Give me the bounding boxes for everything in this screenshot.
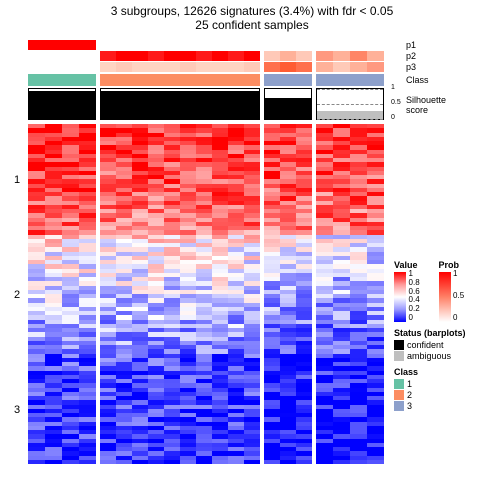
legend-area: Value 10.80.60.40.20 Prob 10.50 Status (… — [394, 260, 473, 417]
silhouette-label: Silhouette score — [406, 95, 446, 115]
value-legend: Value 10.80.60.40.20 — [394, 260, 429, 322]
row-group-label: 2 — [14, 289, 20, 301]
subtitle: 25 confident samples — [0, 18, 504, 32]
annot-label-class: Class — [406, 75, 429, 85]
class-legend: Class 123 — [394, 367, 473, 411]
row-group-label: 3 — [14, 404, 20, 416]
p3-row — [28, 62, 388, 72]
annot-label-p2: p2 — [406, 51, 416, 61]
annot-label-p3: p3 — [406, 62, 416, 72]
annot-label-p1: p1 — [406, 40, 416, 50]
class-annotation-row — [28, 74, 388, 86]
status-legend-title: Status (barplots) — [394, 328, 473, 338]
silhouette-row — [28, 88, 388, 120]
heatmap — [28, 124, 388, 464]
prob-legend: Prob 10.50 — [439, 260, 474, 322]
plot-area: p1 p2 p3 Class Silhouette score 10.50123 — [28, 40, 388, 464]
main-title: 3 subgroups, 12626 signatures (3.4%) wit… — [0, 0, 504, 18]
row-group-label: 1 — [14, 174, 20, 186]
p2-row — [28, 51, 388, 61]
status-legend: Status (barplots) confidentambiguous — [394, 328, 473, 361]
class-legend-title: Class — [394, 367, 473, 377]
p1-row — [28, 40, 388, 50]
